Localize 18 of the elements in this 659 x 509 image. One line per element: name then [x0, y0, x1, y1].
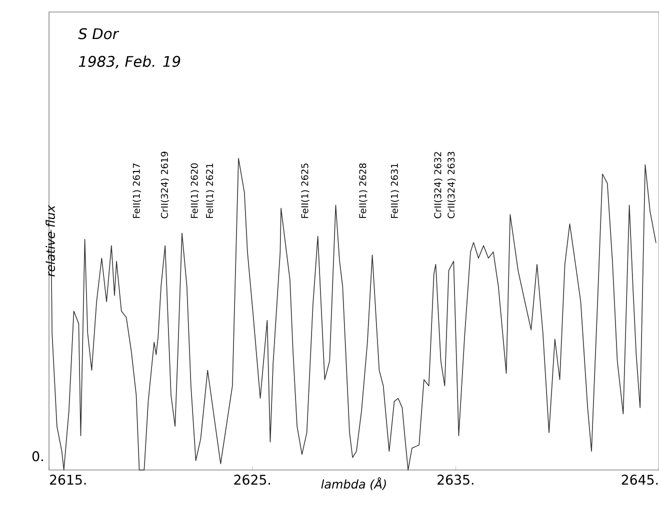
annotation: CrII(324) 2619 [160, 152, 170, 218]
annotation: FeII(1) 2617 [132, 164, 142, 218]
y-axis-title: relative flux [46, 205, 55, 276]
annotation: FeII(1) 2621 [206, 164, 214, 218]
annotation: FeII(1) 2631 [390, 164, 400, 218]
annotation: FeII(1) 2625 [301, 164, 310, 218]
x-tick-label: 2615. [50, 474, 86, 485]
x-tick-label: 2635. [438, 474, 474, 485]
annotation: FeII(1) 2620 [190, 163, 199, 218]
x-axis-title: lambda (Å) [321, 477, 386, 490]
annotation: CrII(324) 2632 [434, 152, 442, 218]
x-tick-label: 2645. [622, 474, 658, 485]
x-tick-label: 2625. [234, 474, 270, 485]
annotation: CrII(324) 2633 [447, 152, 456, 218]
annotation: FeII(1) 2628 [359, 163, 368, 218]
chart-subtitle: 1983, Feb. 19 [78, 56, 180, 68]
chart-title: S Dor [78, 28, 120, 40]
text: 0. [32, 451, 43, 462]
